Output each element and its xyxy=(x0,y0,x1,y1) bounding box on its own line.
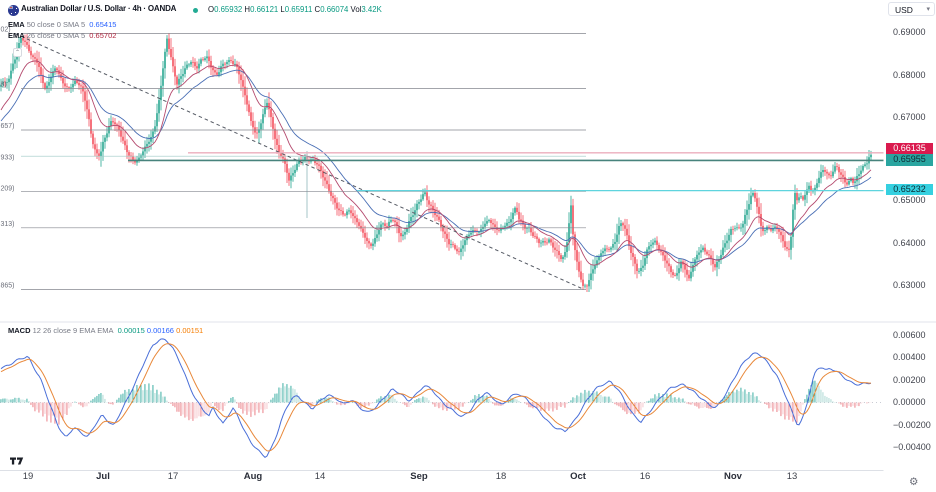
svg-text:865): 865) xyxy=(1,283,15,290)
svg-text:933): 933) xyxy=(1,155,15,162)
svg-text:209): 209) xyxy=(1,186,15,193)
svg-text:657): 657) xyxy=(1,123,15,130)
svg-text:313): 313) xyxy=(1,221,15,228)
svg-text:02): 02) xyxy=(1,27,11,34)
svg-text:8): 8) xyxy=(1,82,7,89)
